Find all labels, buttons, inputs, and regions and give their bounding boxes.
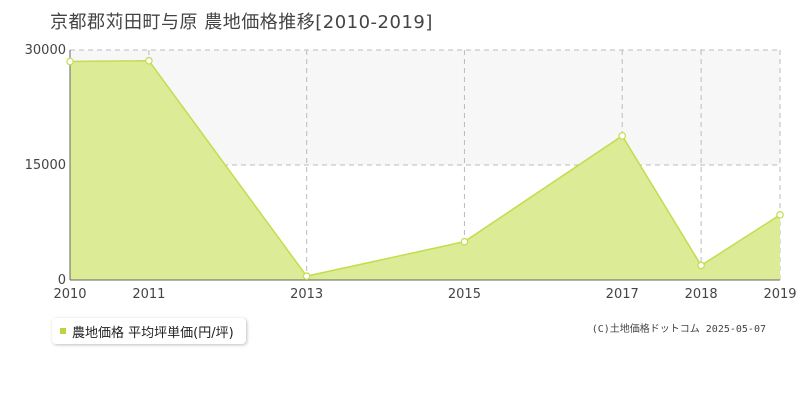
x-tick-2018: 2018 [685,287,718,302]
x-tick-2019: 2019 [763,287,796,302]
tick-labels: 0 15000 30000 2010 2011 2013 2015 2017 2018 2019 [25,43,797,302]
y-tick-30000: 30000 [25,43,66,58]
y-tick-0: 0 [58,273,66,288]
data-point-2013 [302,272,311,280]
data-point-2010 [66,57,74,66]
axes [69,50,780,281]
area-fill [70,60,780,280]
data-points [66,56,784,280]
x-tick-2015: 2015 [448,287,481,302]
chart-title: 京都郡苅田町与原 農地価格推移[2010-2019] [50,12,433,33]
x-tick-2013: 2013 [290,287,323,302]
x-tick-2011: 2011 [132,287,165,302]
y-tick-15000: 15000 [25,158,66,173]
data-point-2017 [618,132,627,140]
data-point-2018 [697,261,705,270]
legend-label: 農地価格 平均坪単価(円/坪) [72,325,234,341]
x-tick-2010: 2010 [53,287,86,302]
x-tick-2017: 2017 [606,287,639,302]
data-point-2019 [776,211,784,219]
copyright: (C)土地価格ドットコム 2025-05-07 [591,324,766,335]
legend-swatch [60,328,66,334]
legend: 農地価格 平均坪単価(円/坪) [52,318,246,344]
data-point-2015 [460,237,469,246]
data-point-2011 [145,56,153,65]
